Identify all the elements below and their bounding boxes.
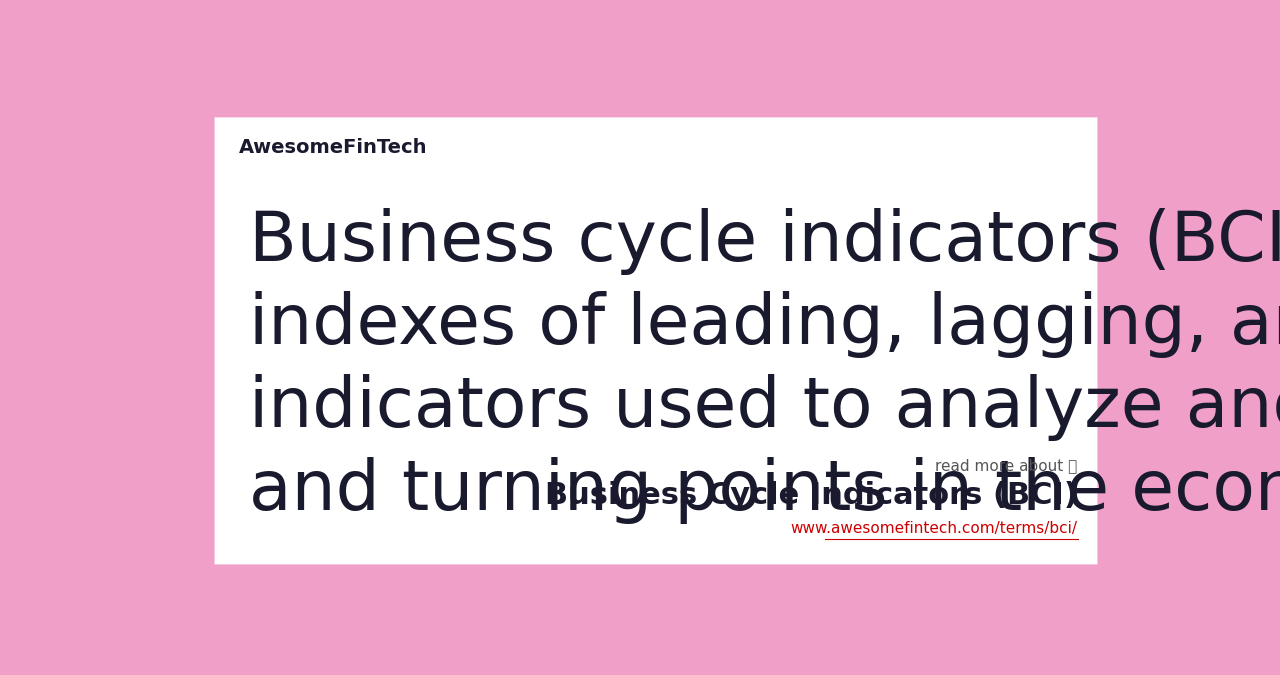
Text: Business Cycle Indicators (BCI): Business Cycle Indicators (BCI)	[545, 481, 1078, 510]
Text: www.awesomefintech.com/terms/bci/: www.awesomefintech.com/terms/bci/	[791, 521, 1078, 536]
Text: AwesomeFinTech: AwesomeFinTech	[239, 138, 428, 157]
FancyBboxPatch shape	[215, 117, 1097, 564]
Text: read more about 💡: read more about 💡	[936, 458, 1078, 473]
Text: Business cycle indicators (BCI) are composite
indexes of leading, lagging, and c: Business cycle indicators (BCI) are comp…	[250, 209, 1280, 524]
